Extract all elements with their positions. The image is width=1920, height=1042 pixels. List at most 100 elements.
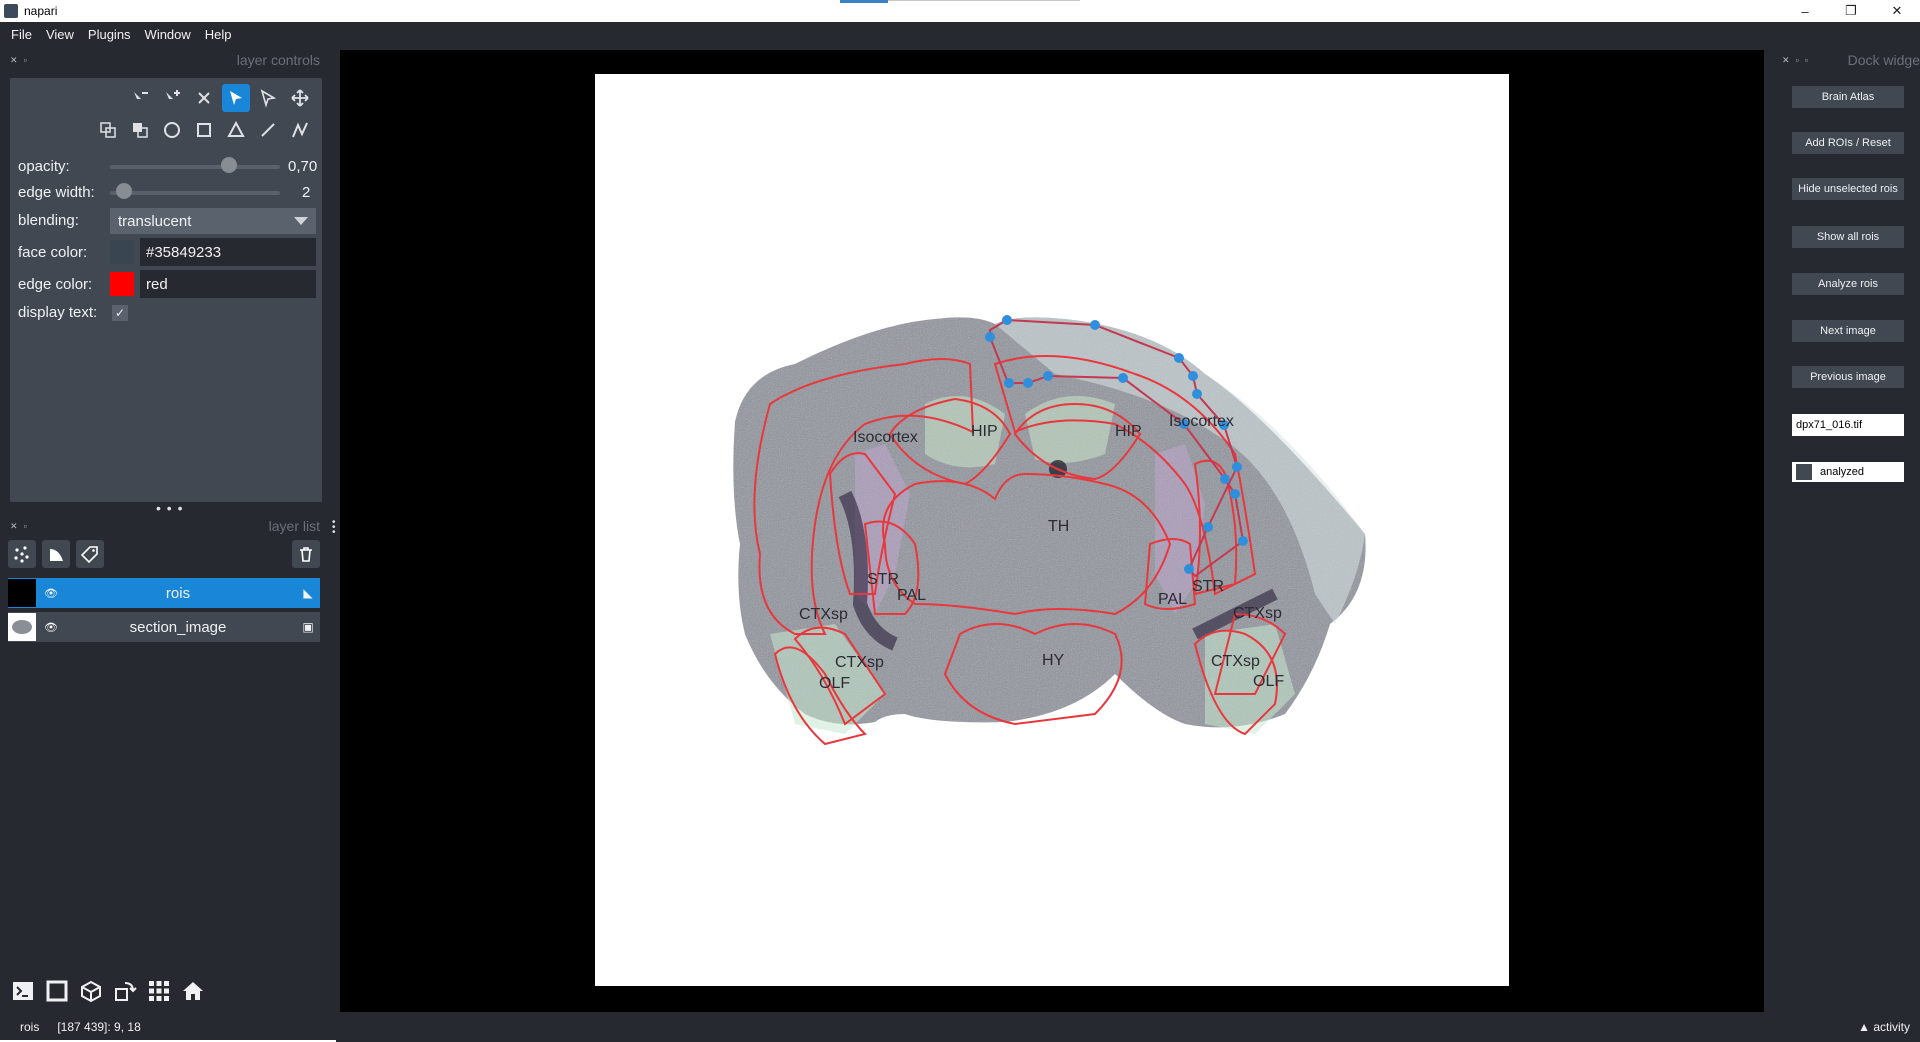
label-ctxsp-right-1: CTXsp (1233, 605, 1282, 622)
edge-color-field[interactable]: red (140, 270, 316, 298)
display-text-checkbox[interactable]: ✓ (112, 305, 128, 321)
image-filename-field[interactable]: dpx71_016.tif (1792, 414, 1904, 436)
activity-button[interactable]: ▲ activity (1858, 1020, 1910, 1034)
analyze-rois-button[interactable]: Analyze rois (1792, 273, 1904, 295)
minimize-button[interactable]: – (1782, 0, 1828, 22)
image-icon: ▣ (296, 620, 320, 634)
float-dock-icon[interactable]: ▫ (1796, 55, 1799, 66)
image-filename-value: dpx71_016.tif (1796, 419, 1862, 431)
home-icon (181, 979, 205, 1003)
add-line-icon[interactable] (254, 116, 282, 144)
blending-select[interactable]: translucent (110, 208, 316, 234)
napari-logo-icon (4, 4, 18, 18)
visibility-eye-icon[interactable]: 👁 (44, 621, 60, 634)
label-ctxsp-right-2: CTXsp (1211, 653, 1260, 670)
add-rois-reset-button[interactable]: Add ROIs / Reset (1792, 132, 1904, 154)
menu-help[interactable]: Help (198, 27, 239, 42)
edge-color-swatch[interactable] (110, 272, 134, 296)
splitter-handle[interactable]: • • • (156, 500, 183, 516)
layer-name: rois (60, 585, 296, 602)
menu-view[interactable]: View (39, 27, 81, 42)
face-color-swatch[interactable] (110, 240, 134, 264)
grid-icon (147, 979, 171, 1003)
label-tag-icon (81, 545, 99, 563)
add-polygon-icon[interactable] (222, 116, 250, 144)
add-rectangle-icon[interactable] (190, 116, 218, 144)
points-icon (13, 545, 31, 563)
add-vertex-icon[interactable] (158, 84, 186, 112)
home-button[interactable] (178, 976, 208, 1006)
checkmark-icon: ✓ (115, 306, 125, 320)
grid-view-button[interactable] (144, 976, 174, 1006)
float-dock-icon[interactable]: ▫ (24, 55, 27, 66)
edge-width-slider-handle[interactable] (116, 183, 132, 199)
show-all-rois-button[interactable]: Show all rois (1792, 226, 1904, 248)
hide-unselected-rois-button[interactable]: Hide unselected rois (1792, 178, 1904, 200)
menu-file[interactable]: File (4, 27, 39, 42)
add-path-icon[interactable] (286, 116, 314, 144)
direct-select-icon[interactable] (254, 84, 282, 112)
trash-icon (297, 545, 315, 563)
new-labels-layer-button[interactable] (76, 540, 104, 568)
face-color-field[interactable]: #35849233 (140, 238, 316, 266)
layer-controls-title: layer controls (237, 52, 320, 68)
label-hip-right: HIP (1115, 423, 1142, 440)
brain-section-canvas[interactable]: Isocortex HIP HIP Isocortex TH STR PAL P… (595, 74, 1509, 986)
layer-controls-header: ✕ ▫ layer controls (10, 50, 320, 70)
ndisplay-button[interactable] (42, 976, 72, 1006)
section-image-frame: Isocortex HIP HIP Isocortex TH STR PAL P… (595, 74, 1509, 986)
brain-atlas-button[interactable]: Brain Atlas (1792, 86, 1904, 108)
new-points-layer-button[interactable] (8, 540, 36, 568)
new-shapes-layer-button[interactable] (42, 540, 70, 568)
menu-window[interactable]: Window (138, 27, 198, 42)
layer-row-section-image[interactable]: 👁 section_image ▣ (8, 612, 320, 642)
status-coordinates: [187 439]: 9, 18 (57, 1020, 140, 1034)
close-dock-icon[interactable]: ✕ (10, 521, 18, 532)
dock-widget-title: Dock widge (1848, 52, 1920, 68)
move-back-icon[interactable] (126, 116, 154, 144)
opacity-label: opacity: (18, 158, 70, 175)
restore-button[interactable]: ❐ (1828, 0, 1874, 22)
pan-zoom-icon[interactable] (286, 84, 314, 112)
edge-width-slider[interactable] (110, 191, 280, 195)
select-vertices-icon[interactable] (222, 84, 250, 112)
opacity-value: 0,70 (288, 158, 320, 175)
label-str-right: STR (1192, 578, 1224, 595)
console-button[interactable] (8, 976, 38, 1006)
move-front-icon[interactable] (94, 116, 122, 144)
terminal-icon (11, 979, 35, 1003)
float-dock-icon[interactable]: ▫ (24, 521, 27, 532)
layer-row-rois[interactable]: 👁 rois ◣ (8, 578, 320, 608)
window-title: napari (24, 4, 57, 18)
title-bar: napari – ❐ ✕ (0, 0, 1920, 22)
menu-bar: File View Plugins Window Help (0, 22, 1920, 46)
visibility-eye-icon[interactable]: 👁 (44, 587, 60, 600)
analyzed-checkbox[interactable]: analyzed (1792, 462, 1904, 482)
close-button[interactable]: ✕ (1874, 0, 1920, 22)
remove-vertex-icon[interactable] (126, 84, 154, 112)
display-text-label: display text: (18, 304, 97, 321)
checkbox-box[interactable] (1796, 464, 1812, 480)
shapes-icon: ◣ (296, 586, 320, 600)
menu-plugins[interactable]: Plugins (81, 27, 138, 42)
delete-layer-button[interactable] (292, 540, 320, 568)
opacity-slider[interactable] (110, 165, 280, 169)
transpose-button[interactable] (110, 976, 140, 1006)
delete-shape-icon[interactable] (190, 84, 218, 112)
next-image-button[interactable]: Next image (1792, 320, 1904, 342)
layer-controls-panel: opacity: 0,70 edge width: 2 blending: tr… (10, 78, 322, 502)
close-dock-icon[interactable]: ✕ (10, 55, 18, 66)
add-ellipse-icon[interactable] (158, 116, 186, 144)
layer-list-header: ✕ ▫ layer list (10, 516, 320, 536)
viewer-canvas[interactable]: Isocortex HIP HIP Isocortex TH STR PAL P… (340, 50, 1764, 1012)
opacity-slider-handle[interactable] (221, 157, 237, 173)
face-color-value: #35849233 (146, 244, 221, 261)
label-pal-right: PAL (1158, 591, 1187, 608)
roll-dims-button[interactable] (76, 976, 106, 1006)
left-dock-splitter[interactable]: • • • (332, 520, 336, 535)
edge-color-value: red (146, 276, 168, 293)
close-dock-icon[interactable]: ✕ (1782, 55, 1790, 66)
blending-label: blending: (18, 212, 79, 229)
previous-image-button[interactable]: Previous image (1792, 366, 1904, 388)
pin-dock-icon[interactable]: ▫ (1805, 55, 1808, 66)
